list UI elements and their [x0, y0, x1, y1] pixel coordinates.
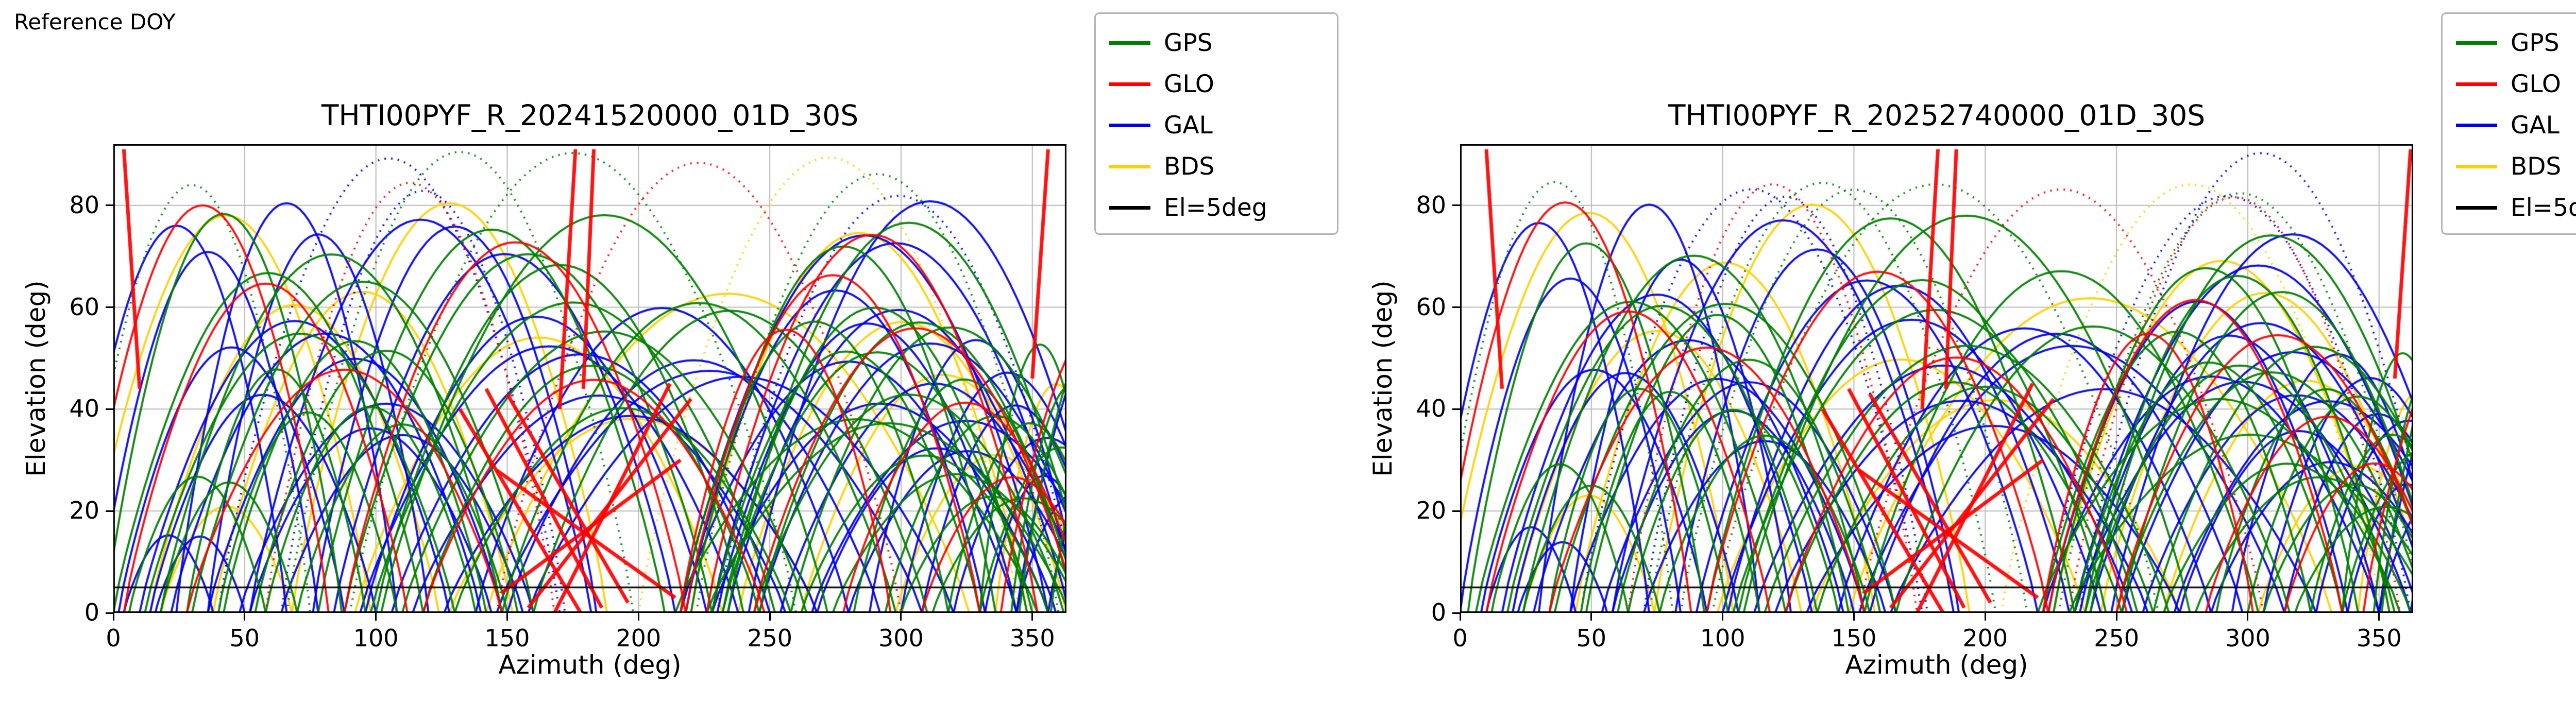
legend-line-sample: [2456, 205, 2497, 210]
x-tick-mark: [1590, 613, 1592, 621]
y-tick-label: 40: [69, 395, 99, 423]
y-tick-label: 80: [1416, 191, 1446, 219]
x-tick-mark: [2115, 613, 2117, 621]
x-tick-label: 200: [616, 624, 662, 652]
x-tick-mark: [2378, 613, 2380, 621]
legend-row: GPS: [2443, 22, 2576, 63]
legend-row: El=5deg: [2443, 187, 2576, 228]
x-tick-mark: [112, 613, 114, 621]
x-tick-mark: [1031, 613, 1033, 621]
legend-line-sample: [1109, 41, 1150, 45]
legend-label: BDS: [2511, 152, 2562, 181]
legend-line-sample: [2456, 41, 2497, 45]
y-tick-label: 0: [1431, 598, 1446, 626]
legend-row: El=5deg: [1096, 187, 1337, 228]
legend-line-sample: [1109, 123, 1150, 127]
skyplot-canvas-2: [1460, 144, 2413, 613]
x-tick-mark: [637, 613, 639, 621]
chart-title-1: THTI00PYF_R_20241520000_01D_30S: [321, 99, 859, 132]
chart-title-2: THTI00PYF_R_20252740000_01D_30S: [1668, 99, 2206, 132]
x-tick-mark: [1984, 613, 1986, 621]
y-tick-mark: [1452, 204, 1460, 207]
x-tick-label: 300: [2225, 624, 2270, 652]
x-tick-label: 50: [229, 624, 260, 652]
x-tick-mark: [244, 613, 246, 621]
legend-row: GAL: [1096, 105, 1337, 146]
y-tick-mark: [106, 612, 113, 614]
y-tick-label: 60: [1416, 293, 1446, 321]
x-tick-mark: [1853, 613, 1855, 621]
x-axis-label-2: Azimuth (deg): [1845, 650, 2028, 680]
x-tick-label: 150: [484, 624, 530, 652]
legend-row: BDS: [2443, 146, 2576, 187]
x-tick-label: 250: [2094, 624, 2139, 652]
reference-doy-label: Reference DOY: [14, 9, 176, 35]
legend-label: GAL: [1164, 111, 1213, 140]
x-tick-label: 100: [1700, 624, 1745, 652]
x-tick-mark: [900, 613, 902, 621]
chart-2: THTI00PYF_R_20252740000_01D_30S Azimuth …: [1347, 0, 2576, 720]
legend-line-sample: [2456, 164, 2497, 168]
x-tick-label: 350: [1009, 624, 1055, 652]
legend-box-1: GPS GLO GAL BDS El=5deg: [1094, 12, 1338, 235]
legend-label: GPS: [1164, 28, 1213, 57]
x-tick-mark: [506, 613, 508, 621]
legend-label: BDS: [1164, 152, 1215, 181]
x-tick-mark: [2247, 613, 2249, 621]
x-tick-mark: [1722, 613, 1724, 621]
x-tick-label: 100: [353, 624, 399, 652]
legend-line-sample: [1109, 82, 1150, 86]
legend-label: El=5deg: [1164, 193, 1267, 222]
y-tick-mark: [106, 306, 113, 308]
y-tick-mark: [106, 204, 113, 207]
chart-1: THTI00PYF_R_20241520000_01D_30S Azimuth …: [21, 12, 1338, 680]
legend-label: GPS: [2511, 28, 2560, 57]
x-tick-label: 0: [1452, 624, 1468, 652]
x-tick-mark: [1459, 613, 1461, 621]
legend-row: GLO: [2443, 63, 2576, 105]
skyplot-canvas-1: [113, 144, 1066, 613]
x-tick-label: 200: [1962, 624, 2008, 652]
y-tick-mark: [1452, 612, 1460, 614]
legend-row: GAL: [2443, 105, 2576, 146]
legend-line-sample: [1109, 205, 1150, 210]
legend-row: BDS: [1096, 146, 1337, 187]
y-tick-mark: [106, 408, 113, 410]
legend-line-sample: [2456, 123, 2497, 127]
x-tick-label: 0: [106, 624, 121, 652]
y-tick-mark: [1452, 306, 1460, 308]
y-tick-label: 20: [69, 496, 99, 525]
y-tick-label: 80: [69, 191, 99, 219]
y-tick-label: 0: [84, 598, 99, 626]
y-tick-label: 60: [69, 293, 99, 321]
legend-label: GAL: [2511, 111, 2560, 140]
x-tick-mark: [769, 613, 771, 621]
y-tick-mark: [1452, 510, 1460, 512]
x-axis-label-1: Azimuth (deg): [498, 650, 682, 680]
y-tick-mark: [1452, 408, 1460, 410]
y-tick-label: 40: [1416, 395, 1446, 423]
legend-line-sample: [1109, 164, 1150, 168]
legend-row: GPS: [1096, 22, 1337, 63]
legend-line-sample: [2456, 82, 2497, 86]
legend-label: El=5deg: [2511, 193, 2576, 222]
x-tick-label: 350: [2356, 624, 2402, 652]
y-tick-label: 20: [1416, 496, 1446, 525]
x-tick-label: 300: [878, 624, 924, 652]
x-tick-label: 150: [1831, 624, 1877, 652]
legend-row: GLO: [1096, 63, 1337, 105]
legend-label: GLO: [2511, 70, 2561, 98]
legend-box-2: GPS GLO GAL BDS El=5deg: [2441, 12, 2576, 235]
x-tick-label: 250: [747, 624, 792, 652]
x-tick-label: 50: [1576, 624, 1607, 652]
x-tick-mark: [375, 613, 377, 621]
legend-label: GLO: [1164, 70, 1214, 98]
y-tick-mark: [106, 510, 113, 512]
